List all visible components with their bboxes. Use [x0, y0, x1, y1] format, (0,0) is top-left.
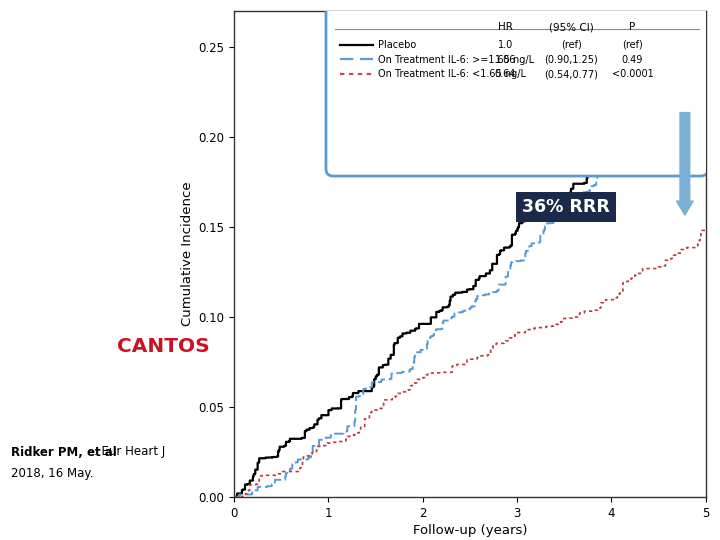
Text: (95% CI): (95% CI): [549, 23, 593, 32]
Text: events and all-: events and all-: [32, 231, 202, 249]
Text: P: P: [629, 23, 636, 32]
Text: On Treatment IL-6: <1.65 ng/L: On Treatment IL-6: <1.65 ng/L: [378, 69, 526, 79]
Text: <0.0001: <0.0001: [611, 69, 653, 79]
Text: (0.54,0.77): (0.54,0.77): [544, 69, 598, 79]
Text: (ref): (ref): [561, 40, 582, 50]
Text: signalling: signalling: [61, 124, 173, 143]
Text: 0.49: 0.49: [622, 55, 643, 65]
Text: CANTOS: CANTOS: [117, 337, 210, 356]
Text: Trial: Trial: [215, 337, 271, 356]
Text: HR: HR: [498, 23, 513, 32]
Text: pathway and CV: pathway and CV: [25, 177, 209, 196]
Text: Ridker PM, et al: Ridker PM, et al: [11, 446, 117, 458]
Text: Modulation of: Modulation of: [38, 17, 196, 36]
Text: (ref): (ref): [622, 40, 643, 50]
Text: 0.64: 0.64: [495, 69, 516, 79]
Y-axis label: Cumulative Incidence: Cumulative Incidence: [181, 181, 194, 326]
Text: On Treatment IL-6: >=1.65 ng/L: On Treatment IL-6: >=1.65 ng/L: [378, 55, 534, 65]
FancyArrowPatch shape: [677, 112, 693, 215]
Text: . Eur Heart J: . Eur Heart J: [94, 446, 165, 458]
Text: Placebo: Placebo: [378, 40, 416, 50]
Text: the Interleukin-6: the Interleukin-6: [21, 70, 213, 90]
X-axis label: Follow-up (years): Follow-up (years): [413, 524, 527, 537]
Text: (0.90,1.25): (0.90,1.25): [544, 55, 598, 65]
Text: 1.06: 1.06: [495, 55, 516, 65]
FancyBboxPatch shape: [326, 6, 708, 176]
Text: cause mortality.: cause mortality.: [25, 284, 209, 303]
Text: 36% RRR: 36% RRR: [522, 198, 610, 217]
Text: The: The: [68, 337, 117, 356]
Text: 2018, 16 May.: 2018, 16 May.: [11, 467, 94, 480]
Text: 1.0: 1.0: [498, 40, 513, 50]
